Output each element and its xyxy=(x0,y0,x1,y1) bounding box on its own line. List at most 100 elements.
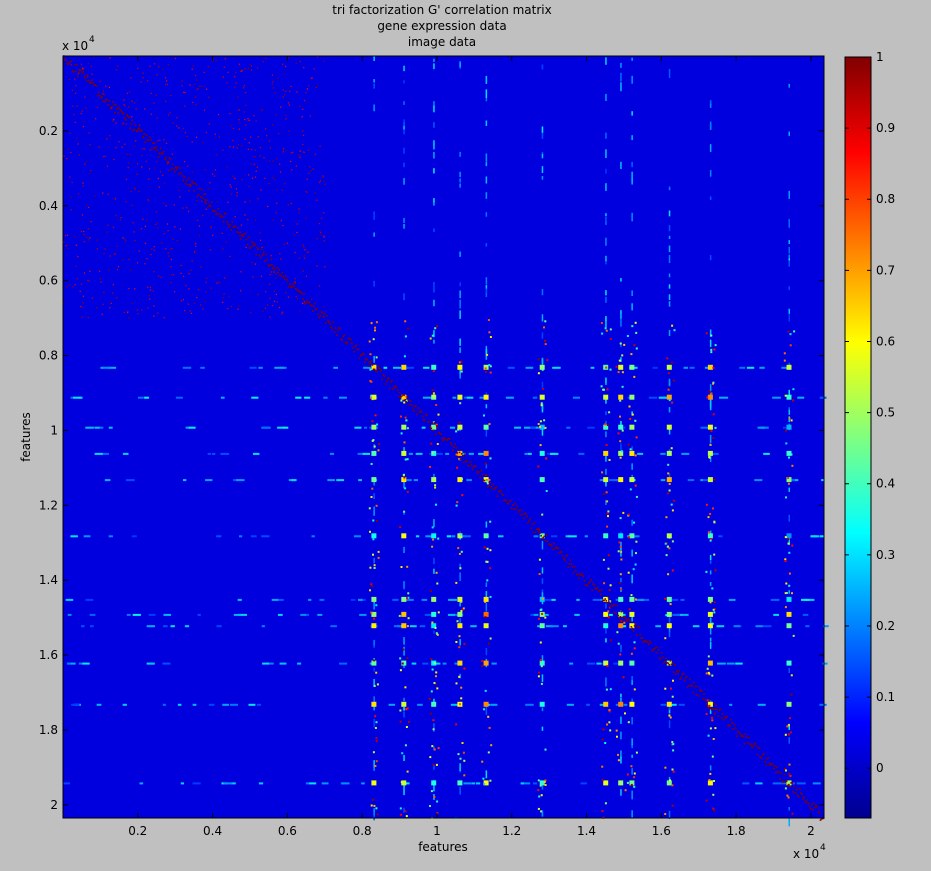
heatmap-cell xyxy=(268,662,274,665)
heatmap-cell xyxy=(214,169,216,171)
heatmap-cell xyxy=(406,657,409,660)
heatmap-cell xyxy=(167,161,169,163)
heatmap-cell xyxy=(186,183,189,186)
heatmap-cell xyxy=(631,754,633,758)
heatmap-cell xyxy=(487,319,490,321)
heatmap-cell xyxy=(114,111,116,114)
heatmap-cell xyxy=(70,535,78,538)
heatmap-cell xyxy=(683,680,686,682)
heatmap-cell xyxy=(125,201,127,203)
heatmap-cell xyxy=(558,552,561,555)
heatmap-cell xyxy=(285,150,287,152)
heatmap-cell xyxy=(180,300,182,302)
heatmap-cell xyxy=(784,592,787,595)
heatmap-cell xyxy=(161,152,164,155)
heatmap-cell xyxy=(531,523,534,525)
heatmap-cell xyxy=(619,342,622,345)
heatmap-cell xyxy=(539,660,545,666)
heatmap-cell xyxy=(390,381,392,383)
heatmap-cell xyxy=(703,693,705,695)
heatmap-cell xyxy=(333,331,336,333)
colorbar-gradient xyxy=(844,56,872,819)
heatmap-cell xyxy=(375,760,378,763)
heatmap-cell xyxy=(601,779,604,782)
heatmap-cell xyxy=(713,780,715,782)
heatmap-cell xyxy=(85,80,88,82)
heatmap-cell xyxy=(364,426,368,429)
heatmap-cell xyxy=(629,596,635,602)
heatmap-cell xyxy=(634,321,637,324)
heatmap-cell xyxy=(122,259,124,261)
heatmap-cell xyxy=(457,547,460,550)
heatmap-cell xyxy=(618,450,624,456)
heatmap-cell xyxy=(405,399,408,402)
heatmap-cell xyxy=(276,202,278,204)
heatmap-cell xyxy=(620,610,623,613)
heatmap-cell xyxy=(283,426,289,429)
heatmap-cell xyxy=(717,715,720,717)
heatmap-cell xyxy=(178,173,180,175)
heatmap-cell xyxy=(460,697,463,700)
heatmap-cell xyxy=(249,200,251,202)
heatmap-cell xyxy=(385,380,388,383)
heatmap-cell xyxy=(781,782,788,785)
heatmap-cell xyxy=(250,65,253,67)
heatmap-cell xyxy=(433,784,435,792)
heatmap-cell xyxy=(605,491,608,494)
heatmap-cell xyxy=(149,286,151,288)
heatmap-cell xyxy=(541,535,544,538)
heatmap-cell xyxy=(666,394,672,400)
heatmap-cell xyxy=(371,477,377,483)
heatmap-cell xyxy=(694,685,697,688)
heatmap-cell xyxy=(298,208,300,210)
heatmap-cell xyxy=(688,684,690,687)
heatmap-cell xyxy=(628,405,631,408)
heatmap-cell xyxy=(633,688,636,691)
heatmap-cell xyxy=(498,535,504,538)
heatmap-cell xyxy=(403,293,405,301)
y-exponent-power: 4 xyxy=(89,35,95,45)
heatmap-cell xyxy=(539,477,545,483)
heatmap-cell xyxy=(565,555,567,557)
heatmap-cell xyxy=(783,773,786,776)
heatmap-cell xyxy=(268,283,271,285)
colorbar-tick-label: 0.7 xyxy=(876,263,895,277)
heatmap-cell xyxy=(146,625,155,628)
heatmap-cell xyxy=(149,289,152,291)
heatmap-cell xyxy=(273,178,276,180)
heatmap-cell xyxy=(540,404,543,407)
heatmap-cell xyxy=(729,703,733,706)
heatmap-cell xyxy=(618,582,621,585)
heatmap-cell xyxy=(251,262,253,264)
heatmap-cell xyxy=(72,89,74,91)
heatmap-cell xyxy=(405,726,408,728)
heatmap-cell xyxy=(805,625,810,628)
heatmap-cell xyxy=(181,174,184,177)
heatmap-cell xyxy=(261,426,270,429)
heatmap-cell xyxy=(437,747,440,750)
heatmap-cell xyxy=(327,479,335,482)
heatmap-cell xyxy=(90,169,92,172)
heatmap-cell xyxy=(630,594,633,597)
heatmap-cell xyxy=(790,479,795,482)
heatmap-cell xyxy=(347,337,350,340)
heatmap-cell xyxy=(502,494,504,497)
heatmap-cell xyxy=(784,781,787,783)
heatmap-cell xyxy=(618,541,621,544)
heatmap-cell xyxy=(606,665,609,667)
heatmap-cell xyxy=(539,444,542,447)
heatmap-cell xyxy=(707,531,710,534)
heatmap-cell xyxy=(413,479,418,482)
heatmap-cell xyxy=(148,168,151,170)
heatmap-cell xyxy=(235,188,237,190)
heatmap-cell xyxy=(697,695,700,697)
heatmap-cell xyxy=(373,567,376,569)
heatmap-cell xyxy=(424,613,433,616)
heatmap-cell xyxy=(304,151,306,153)
heatmap-cell xyxy=(244,201,246,203)
heatmap-cell xyxy=(295,396,302,399)
heatmap-cell xyxy=(306,300,309,302)
heatmap-cell xyxy=(712,738,715,740)
heatmap-cell xyxy=(93,56,95,58)
heatmap-cell xyxy=(290,152,292,154)
